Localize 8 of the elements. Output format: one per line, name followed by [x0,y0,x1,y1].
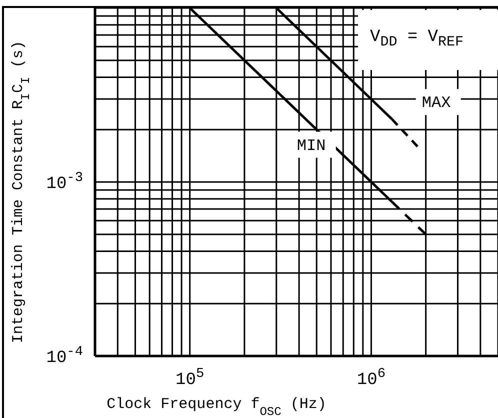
x-tick-label: 10$^{6}$ [356,366,386,390]
series-label: MIN [296,136,326,155]
y-tick-label: 10$^{-3}$ [46,170,83,194]
x-tick-label: 10$^{5}$ [176,366,204,390]
x-axis-title: Clock Frequency f$_{OSC}$ (Hz) [106,396,326,418]
annotation: V$_{DD}$ = V$_{REF}$ [370,28,464,50]
y-tick-label: 10$^{-4}$ [46,344,83,368]
series-label: MAX [422,94,452,112]
